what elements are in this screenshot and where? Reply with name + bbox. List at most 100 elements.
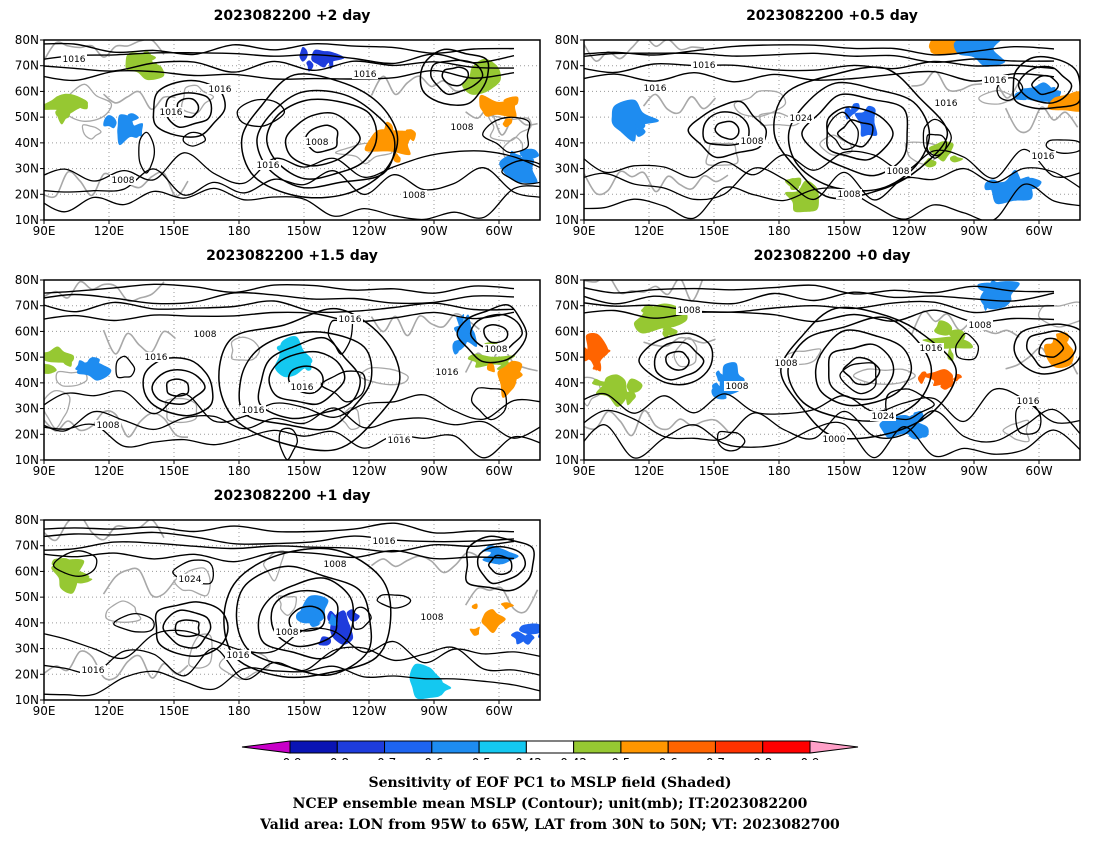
lat-tick-label: 60N (555, 324, 579, 338)
mslp-contours (44, 283, 540, 460)
lon-tick-label: 90W (960, 464, 987, 478)
colorbar-high-arrow (809, 740, 859, 754)
lon-tick-label: 120W (352, 704, 387, 718)
colorbar-swatch (336, 740, 386, 754)
colorbar-tick-label: -0.6 (420, 756, 443, 760)
contour-label: 1016 (388, 436, 411, 446)
lat-tick-label: 30N (15, 642, 39, 656)
lat-tick-label: 10N (555, 213, 579, 227)
sensitivity-patch (154, 62, 160, 71)
lon-tick-label: 180 (228, 704, 251, 718)
lat-tick-label: 40N (15, 616, 39, 630)
sensitivity-patch (596, 374, 628, 407)
mslp-contours (44, 42, 540, 220)
sensitivity-patch (1014, 91, 1028, 101)
lat-tick-label: 80N (555, 33, 579, 47)
sensitivity-patch (984, 179, 1003, 193)
colorbar-swatch (289, 740, 338, 754)
sensitivity-patch (327, 55, 335, 69)
lat-tick-label: 60N (15, 564, 39, 578)
mslp-contours (584, 44, 1080, 220)
contour-label: 1016 (339, 315, 362, 325)
lon-tick-label: 60W (1025, 224, 1052, 238)
contour-label: 1008 (678, 306, 701, 316)
colorbar-swatch (667, 740, 716, 754)
colorbar-tick-label: 0.5 (611, 756, 630, 760)
figure-canvas: 2023082200 +2 day 1016 1016 1016 1016 1008 100… (15, 8, 1081, 760)
colorbar-swatch (573, 740, 622, 754)
panel-title: 2023082200 +1.5 day (206, 248, 378, 264)
contour-label: 1008 (306, 138, 329, 148)
contour-label: 1016 (1032, 152, 1055, 162)
sensitivity-patch (864, 111, 875, 125)
lon-tick-label: 180 (768, 224, 791, 238)
sensitivity-patch (306, 60, 314, 72)
contour-label: 1008 (403, 191, 426, 201)
contour-label: 1000 (823, 435, 846, 445)
sensitivity-patch (930, 44, 947, 55)
panel-title: 2023082200 +2 day (214, 8, 371, 24)
sensitivity-patch (500, 602, 514, 610)
map-panels: 2023082200 +2 day 1016 1016 1016 1016 1008 100… (15, 8, 1081, 718)
lat-tick-label: 10N (15, 693, 39, 707)
lat-tick-label: 30N (555, 162, 579, 176)
contour-label: 1008 (775, 359, 798, 369)
contour-label: 1016 (242, 406, 265, 416)
sensitivity-patch (519, 148, 540, 161)
sensitivity-patch (308, 613, 321, 628)
contour-label: 1016 (935, 99, 958, 109)
contour-label: 1008 (838, 190, 861, 200)
lon-tick-label: 120W (892, 464, 927, 478)
colorbar-tick-label: -0.9 (278, 756, 301, 760)
map-frame (43, 279, 541, 461)
mslp-contours (584, 284, 1080, 459)
sensitivity-patch (479, 94, 517, 118)
lat-tick-label: 20N (15, 667, 39, 681)
colorbar-tick-label: -0.5 (467, 756, 490, 760)
sensitivity-patch (949, 155, 964, 163)
sensitivity-patch (125, 113, 139, 122)
colorbar-swatch (762, 740, 811, 754)
lat-tick-label: 60N (15, 324, 39, 338)
colorbar-tick-label: 0.8 (753, 756, 772, 760)
sensitivity-patch (917, 371, 928, 384)
sensitivity-patch (592, 361, 602, 372)
caption-line-2: NCEP ensemble mean MSLP (Contour); unit(… (292, 796, 808, 812)
lat-tick-label: 10N (15, 213, 39, 227)
sensitivity-shading (44, 46, 540, 184)
contour-label: 1016 (436, 368, 459, 378)
map-frame (583, 279, 1081, 461)
contour-label: 1008 (324, 560, 347, 570)
sensitivity-patch (487, 78, 497, 85)
lat-tick-label: 50N (555, 350, 579, 364)
lon-tick-label: 90E (33, 464, 56, 478)
lat-tick-label: 20N (555, 427, 579, 441)
contour-label: 1008 (741, 137, 764, 147)
map-frame (43, 519, 541, 701)
lat-tick-label: 40N (555, 136, 579, 150)
sensitivity-patch (908, 427, 926, 440)
sensitivity-patch (711, 385, 727, 400)
contour-label: 1024 (179, 575, 202, 585)
sensitivity-patch (989, 169, 1033, 205)
sensitivity-patch (479, 98, 491, 107)
lon-tick-label: 150E (699, 224, 730, 238)
colorbar-tick-label: 0.9 (800, 756, 819, 760)
sensitivity-shading (44, 314, 523, 398)
sensitivity-patch (103, 115, 117, 129)
map-panel: 2023082200 +1.5 day 1016 1016 1016 1016 1008 1… (15, 248, 541, 478)
contour-label: 1008 (887, 167, 910, 177)
sensitivity-patch (471, 603, 478, 610)
lon-tick-label: 150W (827, 464, 862, 478)
lon-tick-label: 120W (892, 224, 927, 238)
lon-tick-label: 90E (573, 224, 596, 238)
sensitivity-patch (641, 305, 654, 314)
sensitivity-patch (381, 121, 394, 139)
lat-tick-label: 10N (15, 453, 39, 467)
lon-tick-label: 150E (159, 224, 190, 238)
panel-title: 2023082200 +0.5 day (746, 8, 918, 24)
sensitivity-patch (662, 329, 669, 338)
contour-label: 1016 (984, 76, 1007, 86)
sensitivity-patch (851, 102, 860, 115)
sensitivity-patch (490, 69, 497, 81)
